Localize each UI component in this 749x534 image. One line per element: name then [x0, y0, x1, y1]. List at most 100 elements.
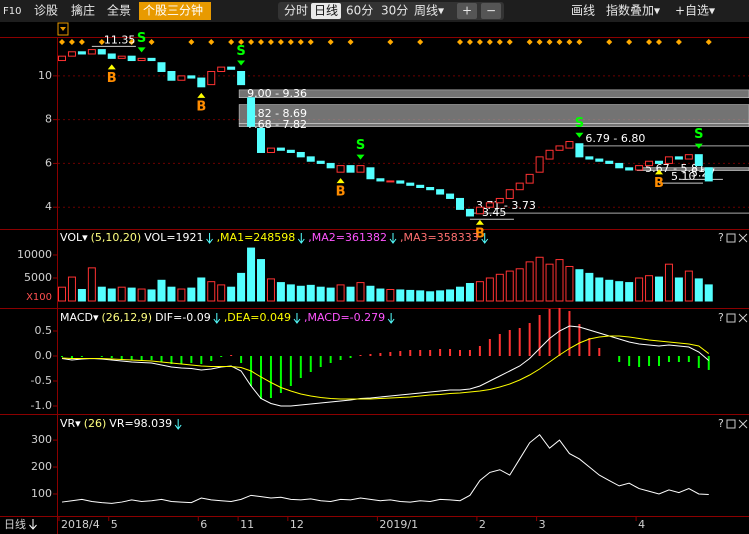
candle: [625, 167, 634, 171]
candle: [615, 162, 624, 169]
arrow-icon: [174, 419, 182, 430]
period-arrow: [29, 519, 37, 530]
candle: [416, 184, 425, 189]
signal-diamond: [238, 39, 245, 45]
candle: [276, 147, 285, 151]
candle: [694, 154, 703, 167]
candle: [67, 51, 76, 57]
candle: [505, 189, 514, 199]
candle: [495, 197, 504, 204]
y-tick-label: 5000: [24, 271, 52, 284]
close-icon[interactable]: [738, 233, 748, 243]
zoom-in[interactable]: +: [462, 4, 472, 18]
arrow-icon: [213, 313, 221, 324]
candle: [575, 143, 584, 158]
toolbar-item[interactable]: F10: [3, 6, 21, 17]
signal-diamond: [68, 39, 75, 45]
volume-bar: [416, 290, 425, 302]
candle: [197, 77, 206, 88]
candle: [167, 70, 176, 81]
x-tick-label: 3: [539, 518, 546, 531]
volume-bar: [67, 276, 76, 302]
candle: [406, 182, 415, 186]
volume-bar: [495, 273, 504, 302]
sell-signal: S: [236, 44, 245, 59]
frame: [0, 37, 749, 534]
toolbar-item[interactable]: 画线: [571, 4, 595, 18]
volume-bar: [117, 286, 126, 302]
toolbar-item[interactable]: 全景: [107, 3, 131, 18]
indicator-label[interactable]: VOL▾: [60, 231, 88, 244]
candle: [535, 156, 544, 173]
candle: [684, 154, 693, 160]
indicator-label: ,DEA=0.049: [224, 311, 291, 324]
signal-diamond: [675, 39, 682, 45]
period-button[interactable]: 30分: [381, 4, 408, 18]
signal-diamond: [466, 39, 473, 45]
help-icon[interactable]: ?: [718, 417, 724, 430]
candle: [356, 165, 365, 173]
volume-bar: [525, 261, 534, 302]
candle: [555, 145, 564, 151]
x-tick-label: 2: [479, 518, 486, 531]
volume-bar: [436, 290, 445, 302]
period-button[interactable]: 分时: [284, 4, 308, 18]
menu-box[interactable]: [57, 22, 69, 36]
help-icon[interactable]: ?: [718, 311, 724, 324]
signal-diamond: [566, 39, 573, 45]
signal-diamond: [606, 39, 613, 45]
volume-bar: [87, 267, 96, 302]
help-icon[interactable]: ?: [718, 231, 724, 244]
indicator-label[interactable]: MACD▾: [60, 311, 99, 324]
signal-diamond: [98, 39, 105, 45]
toolbar-item[interactable]: +自选▾: [675, 4, 715, 18]
x-tick-label: 4: [638, 518, 645, 531]
buy-arrow: [475, 219, 484, 225]
close-icon[interactable]: [738, 313, 748, 323]
candle: [396, 180, 405, 184]
y-tick-label: 0.5: [35, 324, 53, 337]
arrow-icon: [297, 233, 305, 244]
candle: [336, 165, 345, 173]
vr-line: [61, 433, 709, 504]
x-tick-label: 2018/4: [61, 518, 100, 531]
signal-diamond: [387, 39, 394, 45]
zoom-out[interactable]: −: [486, 4, 496, 18]
close-icon[interactable]: [738, 419, 748, 429]
volume-bar: [565, 265, 574, 302]
signal-diamond: [486, 39, 493, 45]
signal-diamond: [476, 39, 483, 45]
period-button[interactable]: 日线: [314, 4, 338, 18]
toolbar-item[interactable]: 诊股: [34, 4, 58, 18]
x-tick-label: 2019/1: [379, 518, 418, 531]
volume-bar: [107, 288, 116, 302]
candle: [585, 156, 594, 160]
y-tick-label: 100: [31, 487, 52, 500]
period-button[interactable]: 周线▾: [414, 4, 444, 18]
maximize-icon[interactable]: [726, 233, 736, 243]
candle: [465, 208, 474, 217]
sell-signal: S: [694, 127, 703, 142]
volume-bar: [266, 278, 275, 302]
sell-signal: S: [137, 31, 146, 46]
candle: [456, 197, 464, 210]
signal-diamond: [526, 39, 533, 45]
maximize-icon[interactable]: [726, 419, 736, 429]
candle: [545, 149, 554, 160]
sell-arrow: [694, 143, 703, 149]
active-tab[interactable]: 个股三分钟: [143, 3, 203, 18]
maximize-icon[interactable]: [726, 313, 736, 323]
period-button[interactable]: 60分: [346, 4, 373, 18]
volume-bar: [475, 281, 484, 302]
volume-bar: [97, 286, 106, 302]
indicator-label: ,MA2=361382: [308, 231, 387, 244]
toolbar-item[interactable]: 指数叠加▾: [606, 3, 660, 18]
period-label[interactable]: 日线: [4, 517, 26, 531]
candle: [147, 57, 156, 62]
toolbar-item[interactable]: 擒庄: [71, 3, 95, 18]
volume-bar: [664, 263, 673, 302]
period-selected-bg: [311, 3, 341, 19]
candle: [177, 75, 186, 81]
indicator-label[interactable]: VR▾: [60, 417, 81, 430]
